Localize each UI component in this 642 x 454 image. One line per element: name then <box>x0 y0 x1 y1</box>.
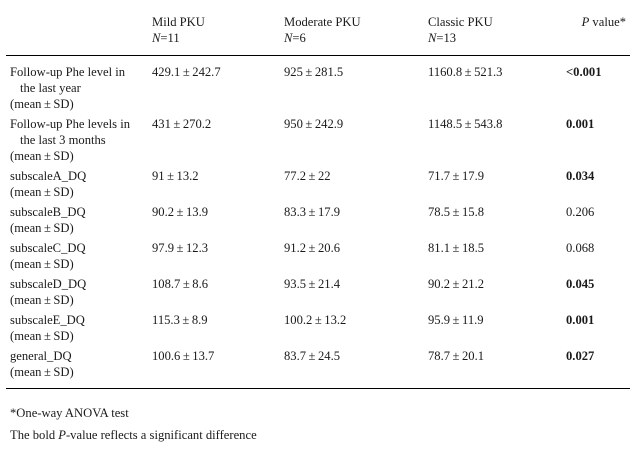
table-row: subscaleD_DQ (mean ± SD) 108.7 ± 8.6 93.5 ±… <box>6 276 630 312</box>
cell-moderate: 93.5 ± 21.4 <box>284 277 341 291</box>
header-moderate-n-label: N <box>284 31 293 45</box>
row-label: subscaleD_DQ (mean ± SD) <box>6 276 148 312</box>
cell-mild: 108.7 ± 8.6 <box>152 277 209 291</box>
cell-p-value: 0.001 <box>566 117 595 131</box>
table-row: subscaleA_DQ (mean ± SD) 91 ± 13.2 77.2 ± 2… <box>6 168 630 204</box>
row-label: Follow-up Phe levels in the last 3 months… <box>6 116 148 168</box>
row-label: subscaleC_DQ (mean ± SD) <box>6 240 148 276</box>
row-label-indent: the last year <box>20 81 81 95</box>
row-label-stat: (mean ± SD) <box>10 257 74 271</box>
cell-classic: 1160.8 ± 521.3 <box>428 65 503 79</box>
table-body: Follow-up Phe level in the last year (mean… <box>6 56 630 389</box>
row-label-stat: (mean ± SD) <box>10 149 74 163</box>
row-label-stat: (mean ± SD) <box>10 329 74 343</box>
row-label: Follow-up Phe level in the last year (mean… <box>6 56 148 117</box>
row-label-line1: subscaleA_DQ <box>10 169 87 183</box>
row-label-line1: Follow-up Phe levels in <box>10 117 130 131</box>
header-classic-pku: Classic PKU N=13 <box>424 8 562 56</box>
header-moderate-title: Moderate PKU <box>284 15 361 29</box>
cell-mild: 91 ± 13.2 <box>152 169 199 183</box>
cell-moderate: 100.2 ± 13.2 <box>284 313 347 327</box>
cell-p-value: <0.001 <box>566 65 602 79</box>
header-row: Mild PKU N=11 Moderate PKU N=6 Classic P… <box>6 8 630 56</box>
cell-p-value: 0.045 <box>566 277 595 291</box>
table-row: subscaleE_DQ (mean ± SD) 115.3 ± 8.9 100.2 … <box>6 312 630 348</box>
row-label-line1: subscaleB_DQ <box>10 205 86 219</box>
cell-moderate: 83.7 ± 24.5 <box>284 349 341 363</box>
header-mild-pku: Mild PKU N=11 <box>148 8 280 56</box>
cell-mild: 429.1 ± 242.7 <box>152 65 221 79</box>
header-mild-title: Mild PKU <box>152 15 205 29</box>
row-label-line1: general_DQ <box>10 349 72 363</box>
cell-classic: 78.5 ± 15.8 <box>428 205 485 219</box>
cell-moderate: 83.3 ± 17.9 <box>284 205 341 219</box>
cell-classic: 71.7 ± 17.9 <box>428 169 485 183</box>
header-moderate-pku: Moderate PKU N=6 <box>280 8 424 56</box>
row-label-indent: the last 3 months <box>20 133 106 147</box>
row-label-stat: (mean ± SD) <box>10 97 74 111</box>
cell-classic: 95.9 ± 11.9 <box>428 313 484 327</box>
cell-p-value: 0.034 <box>566 169 595 183</box>
row-label-line1: subscaleE_DQ <box>10 313 85 327</box>
row-label: general_DQ (mean ± SD) <box>6 348 148 389</box>
cell-moderate: 950 ± 242.9 <box>284 117 344 131</box>
row-label-stat: (mean ± SD) <box>10 365 74 379</box>
header-p-value: P value* <box>581 15 626 29</box>
row-label: subscaleB_DQ (mean ± SD) <box>6 204 148 240</box>
cell-mild: 90.2 ± 13.9 <box>152 205 209 219</box>
header-classic-n-label: N <box>428 31 437 45</box>
row-label: subscaleA_DQ (mean ± SD) <box>6 168 148 204</box>
table-row: subscaleB_DQ (mean ± SD) 90.2 ± 13.9 83.3 ±… <box>6 204 630 240</box>
table-row: subscaleC_DQ (mean ± SD) 97.9 ± 12.3 91.2 ±… <box>6 240 630 276</box>
cell-mild: 100.6 ± 13.7 <box>152 349 215 363</box>
header-mild-n-label: N <box>152 31 161 45</box>
cell-p-value: 0.206 <box>566 205 595 219</box>
results-table: Mild PKU N=11 Moderate PKU N=6 Classic P… <box>6 8 630 389</box>
cell-classic: 90.2 ± 21.2 <box>428 277 485 291</box>
cell-classic: 1148.5 ± 543.8 <box>428 117 503 131</box>
cell-p-value: 0.027 <box>566 349 595 363</box>
cell-mild: 97.9 ± 12.3 <box>152 241 209 255</box>
cell-classic: 78.7 ± 20.1 <box>428 349 485 363</box>
header-empty <box>6 8 148 56</box>
table-row: Follow-up Phe levels in the last 3 months… <box>6 116 630 168</box>
cell-mild: 115.3 ± 8.9 <box>152 313 208 327</box>
header-moderate-n-value: =6 <box>292 31 306 45</box>
table-row: Follow-up Phe level in the last year (mean… <box>6 56 630 117</box>
cell-moderate: 925 ± 281.5 <box>284 65 344 79</box>
row-label-stat: (mean ± SD) <box>10 293 74 307</box>
table-notes: *One-way ANOVA test The bold P-value ref… <box>10 404 257 448</box>
header-classic-title: Classic PKU <box>428 15 493 29</box>
cell-moderate: 91.2 ± 20.6 <box>284 241 341 255</box>
row-label-stat: (mean ± SD) <box>10 185 74 199</box>
row-label-line1: subscaleC_DQ <box>10 241 86 255</box>
cell-mild: 431 ± 270.2 <box>152 117 212 131</box>
header-classic-n-value: =13 <box>436 31 457 45</box>
cell-p-value: 0.001 <box>566 313 595 327</box>
row-label-line1: Follow-up Phe level in <box>10 65 126 79</box>
cell-moderate: 77.2 ± 22 <box>284 169 331 183</box>
header-mild-n-value: =11 <box>160 31 180 45</box>
row-label: subscaleE_DQ (mean ± SD) <box>6 312 148 348</box>
footnote-bold: The bold P-value reflects a significant … <box>10 428 257 442</box>
cell-classic: 81.1 ± 18.5 <box>428 241 485 255</box>
table-row: general_DQ (mean ± SD) 100.6 ± 13.7 83.7 ± … <box>6 348 630 389</box>
row-label-line1: subscaleD_DQ <box>10 277 87 291</box>
row-label-stat: (mean ± SD) <box>10 221 74 235</box>
footnote-anova: *One-way ANOVA test <box>10 406 129 420</box>
cell-p-value: 0.068 <box>566 241 595 255</box>
